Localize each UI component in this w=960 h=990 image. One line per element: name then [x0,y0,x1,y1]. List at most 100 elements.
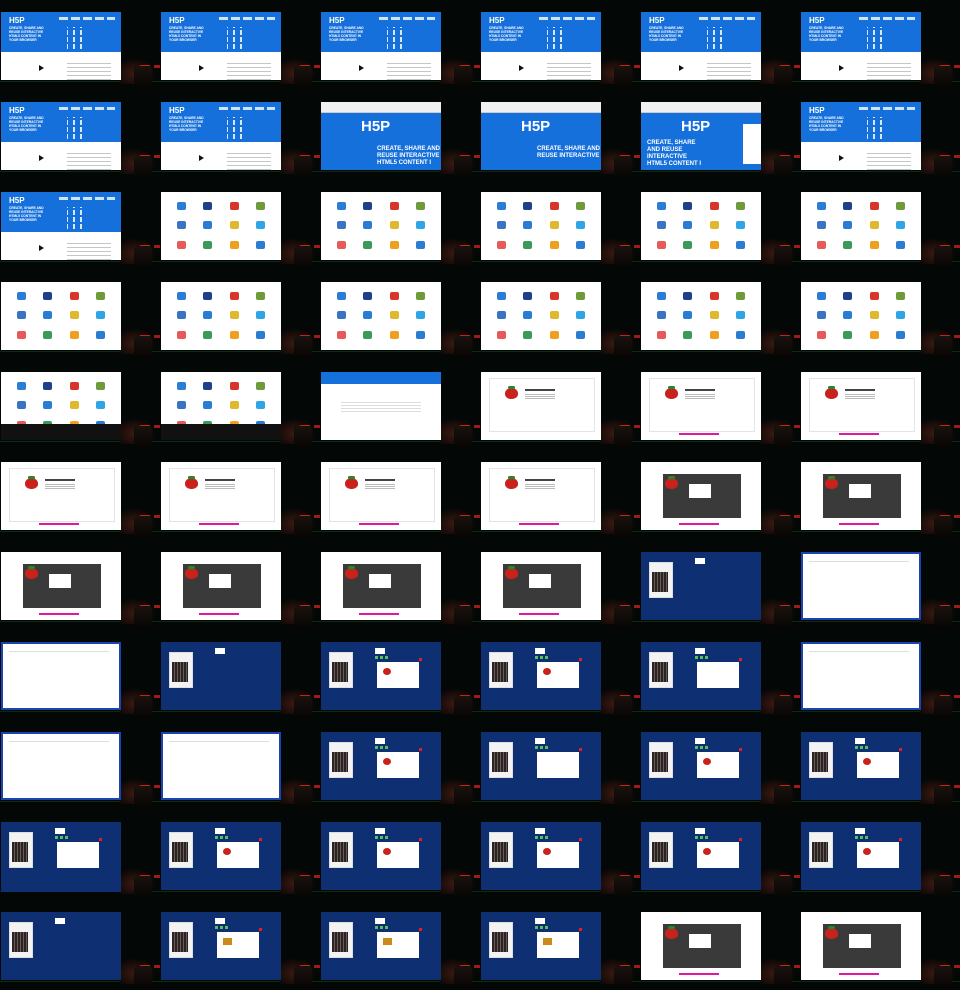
frame-thumbnail[interactable] [800,720,960,810]
content-type-tile[interactable] [862,219,887,236]
content-type-tile[interactable] [836,219,861,236]
content-type-tile[interactable] [356,290,381,307]
content-type-tile[interactable] [649,200,674,217]
content-type-tile[interactable] [89,399,114,416]
content-type-tile[interactable] [382,200,407,217]
frame-thumbnail[interactable] [480,810,640,900]
close-icon[interactable] [579,658,582,661]
frame-thumbnail[interactable] [640,540,800,630]
action-buttons[interactable] [39,613,79,615]
action-buttons[interactable] [839,433,879,435]
content-type-tile[interactable] [862,239,887,256]
hotspot-popup[interactable] [849,934,871,948]
play-icon[interactable] [199,155,204,161]
content-type-tile[interactable] [836,200,861,217]
frame-thumbnail[interactable]: H5P CREATE, SHARE AND REUSE INTERACTIVE H… [160,0,320,90]
frame-thumbnail[interactable] [480,540,640,630]
content-type-tile[interactable] [9,290,34,307]
action-buttons[interactable] [679,523,719,525]
content-type-tile[interactable] [382,290,407,307]
frame-thumbnail[interactable] [160,270,320,360]
action-buttons[interactable] [519,523,559,525]
content-type-tile[interactable] [329,219,354,236]
content-type-tile[interactable] [649,290,674,307]
content-type-tile[interactable] [9,399,34,416]
frame-thumbnail[interactable] [480,450,640,540]
frame-thumbnail[interactable]: H5P CREATE, SHARE AND REUSE INTERACTIVE H… [640,0,800,90]
content-type-tile[interactable] [249,239,274,256]
content-type-tile[interactable] [169,200,194,217]
content-type-tile[interactable] [249,380,274,397]
action-buttons[interactable] [199,613,239,615]
content-type-tile[interactable] [169,399,194,416]
hotspot-popup[interactable] [529,574,551,588]
content-type-tile[interactable] [889,290,914,307]
frame-thumbnail[interactable] [320,540,480,630]
content-type-tile[interactable] [249,200,274,217]
frame-thumbnail[interactable] [0,630,160,720]
close-icon[interactable] [899,748,902,751]
content-type-tile[interactable] [222,309,247,326]
content-type-tile[interactable] [542,290,567,307]
frame-thumbnail[interactable] [0,270,160,360]
content-type-tile[interactable] [409,239,434,256]
play-icon[interactable] [839,65,844,71]
close-icon[interactable] [739,748,742,751]
hotspot-popup[interactable] [209,574,231,588]
content-type-tile[interactable] [729,239,754,256]
content-type-tile[interactable] [356,219,381,236]
frame-thumbnail[interactable]: H5P CREATE, SHARE AND REUSE INTERACTIVE H… [0,90,160,180]
content-type-tile[interactable] [169,290,194,307]
hotspot-popup[interactable] [689,934,711,948]
content-type-tile[interactable] [169,309,194,326]
content-type-tile[interactable] [196,399,221,416]
content-type-tile[interactable] [89,290,114,307]
close-icon[interactable] [99,838,102,841]
content-type-tile[interactable] [809,219,834,236]
content-type-tile[interactable] [676,239,701,256]
frame-thumbnail[interactable] [640,630,800,720]
content-type-tile[interactable] [676,329,701,346]
content-type-tile[interactable] [249,399,274,416]
content-type-tile[interactable] [862,200,887,217]
content-type-tile[interactable] [702,239,727,256]
content-type-tile[interactable] [329,309,354,326]
content-type-tile[interactable] [409,200,434,217]
content-type-tile[interactable] [382,309,407,326]
content-type-tile[interactable] [542,309,567,326]
content-type-tile[interactable] [222,399,247,416]
play-icon[interactable] [39,245,44,251]
content-type-tile[interactable] [169,219,194,236]
frame-thumbnail[interactable]: H5P CREATE, SHARE AND REUSE INTERACTIVE H… [320,0,480,90]
content-type-tile[interactable] [489,200,514,217]
content-type-tile[interactable] [62,380,87,397]
content-type-tile[interactable] [89,309,114,326]
content-type-tile[interactable] [676,309,701,326]
frame-thumbnail[interactable] [320,450,480,540]
frame-thumbnail[interactable] [640,900,800,990]
content-type-tile[interactable] [889,239,914,256]
close-icon[interactable] [419,658,422,661]
content-type-tile[interactable] [862,309,887,326]
content-type-tile[interactable] [489,239,514,256]
content-type-tile[interactable] [569,219,594,236]
content-type-tile[interactable] [62,399,87,416]
content-type-tile[interactable] [222,290,247,307]
close-icon[interactable] [579,928,582,931]
action-buttons[interactable] [39,523,79,525]
frame-thumbnail[interactable] [160,630,320,720]
frame-thumbnail[interactable]: H5P CREATE, SHARE AND REUSE INTERACTIVE H… [0,180,160,270]
content-type-tile[interactable] [62,309,87,326]
content-type-tile[interactable] [809,239,834,256]
content-type-tile[interactable] [249,309,274,326]
content-type-tile[interactable] [649,239,674,256]
content-type-tile[interactable] [542,200,567,217]
content-type-tile[interactable] [36,329,61,346]
content-type-tile[interactable] [329,200,354,217]
content-type-tile[interactable] [516,200,541,217]
content-type-tile[interactable] [62,290,87,307]
content-type-tile[interactable] [329,239,354,256]
content-type-tile[interactable] [382,219,407,236]
content-type-tile[interactable] [222,219,247,236]
content-type-tile[interactable] [169,239,194,256]
